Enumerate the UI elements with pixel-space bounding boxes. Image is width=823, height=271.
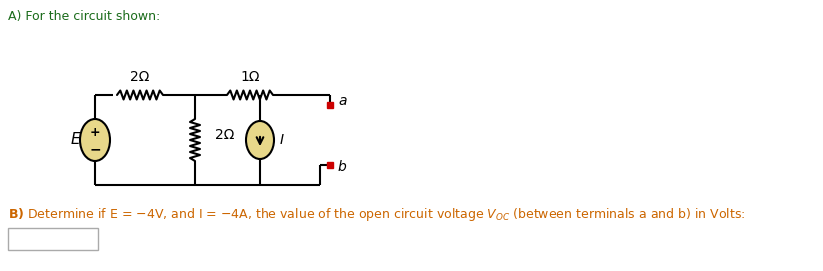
Text: 2Ω: 2Ω xyxy=(215,128,235,142)
Text: A) For the circuit shown:: A) For the circuit shown: xyxy=(8,10,160,23)
FancyBboxPatch shape xyxy=(8,228,98,250)
Text: I: I xyxy=(280,133,284,147)
Ellipse shape xyxy=(246,121,274,159)
Text: $\bf{B)}$ Determine if E = $-$4V, and I = $-$4A, the value of the open circuit v: $\bf{B)}$ Determine if E = $-$4V, and I … xyxy=(8,206,746,223)
Text: a: a xyxy=(338,94,346,108)
Text: 1Ω: 1Ω xyxy=(240,70,260,84)
Text: b: b xyxy=(338,160,346,174)
Text: +: + xyxy=(90,125,100,138)
Text: E: E xyxy=(70,133,80,147)
Text: 2Ω: 2Ω xyxy=(130,70,150,84)
Ellipse shape xyxy=(80,119,110,161)
Text: −: − xyxy=(89,142,100,156)
